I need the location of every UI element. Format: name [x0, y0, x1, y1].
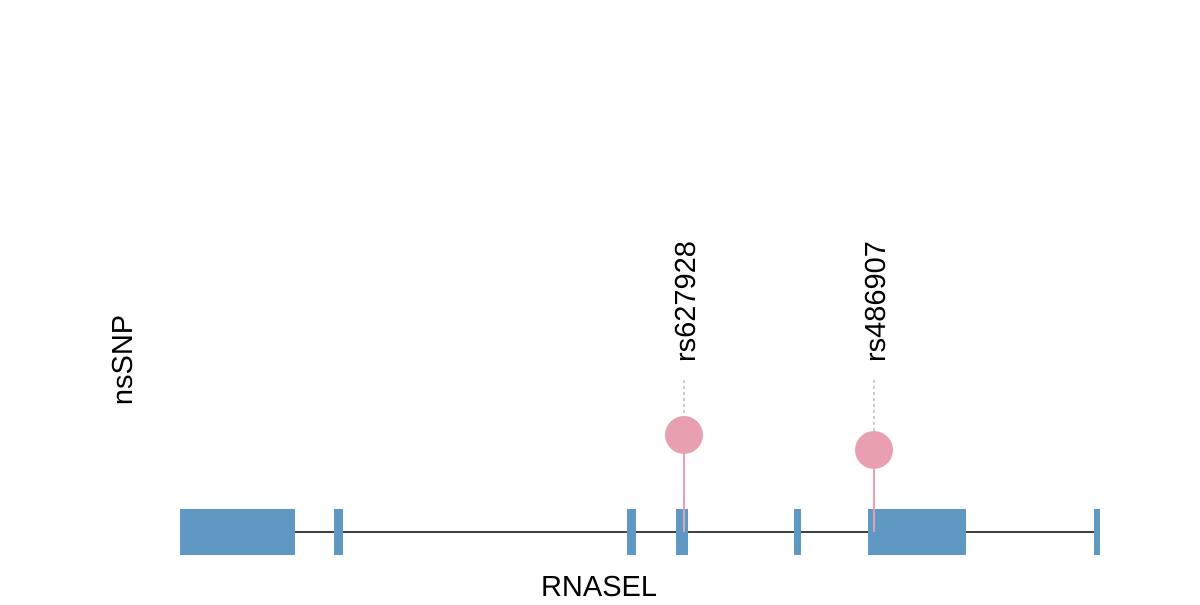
snp-label: rs627928: [670, 241, 702, 362]
exon-4: [676, 509, 688, 555]
exon-1: [180, 509, 295, 555]
snp-rs486907: rs486907: [855, 241, 893, 532]
exon-5: [794, 509, 801, 555]
exon-7: [1094, 509, 1100, 555]
snp-marker: [855, 431, 893, 469]
snp-track: rs627928 rs486907: [665, 241, 893, 532]
gene-track: [180, 509, 1100, 555]
exon-3: [627, 509, 636, 555]
exon-group: [180, 509, 1100, 555]
snp-marker: [665, 416, 703, 454]
gene-name: RNASEL: [541, 571, 657, 600]
exon-2: [334, 509, 343, 555]
snp-rs627928: rs627928: [665, 241, 703, 532]
track-label: nsSNP: [107, 315, 139, 405]
exon-6: [868, 509, 966, 555]
snp-label: rs486907: [860, 241, 892, 362]
